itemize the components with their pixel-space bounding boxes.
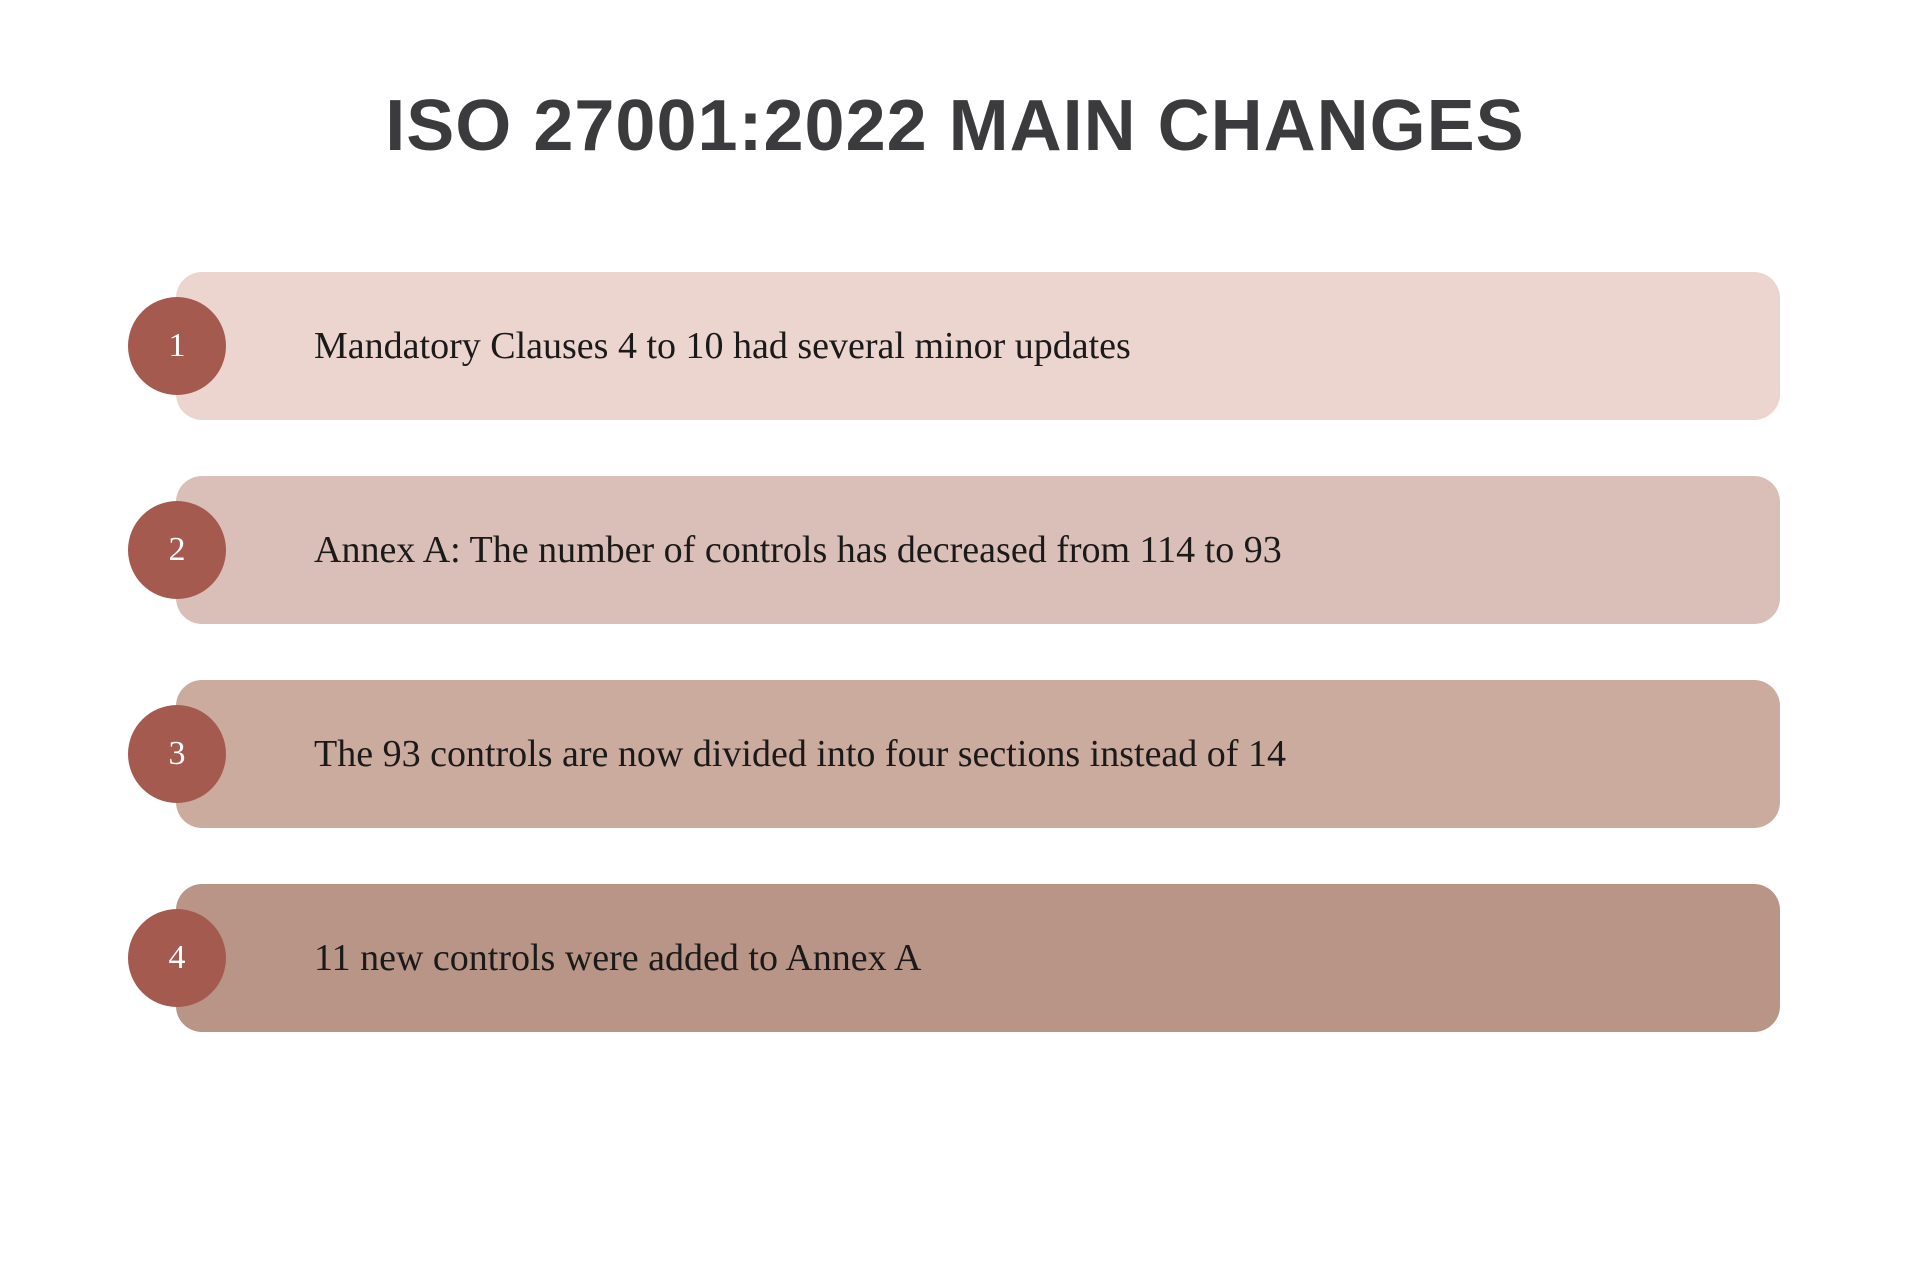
- item-label: The 93 controls are now divided into fou…: [314, 732, 1286, 776]
- item-bar: Annex A: The number of controls has decr…: [176, 476, 1780, 624]
- item-label: Mandatory Clauses 4 to 10 had several mi…: [314, 324, 1131, 368]
- item-number-badge: 2: [128, 501, 226, 599]
- item-bar: 11 new controls were added to Annex A: [176, 884, 1780, 1032]
- item-label: Annex A: The number of controls has decr…: [314, 528, 1282, 572]
- item-number-badge: 3: [128, 705, 226, 803]
- list-item: 3 The 93 controls are now divided into f…: [130, 680, 1780, 828]
- page-title: ISO 27001:2022 MAIN CHANGES: [385, 85, 1524, 167]
- item-number-badge: 4: [128, 909, 226, 1007]
- item-number-badge: 1: [128, 297, 226, 395]
- item-label: 11 new controls were added to Annex A: [314, 936, 922, 980]
- item-bar: The 93 controls are now divided into fou…: [176, 680, 1780, 828]
- list-item: 1 Mandatory Clauses 4 to 10 had several …: [130, 272, 1780, 420]
- list-item: 2 Annex A: The number of controls has de…: [130, 476, 1780, 624]
- list-item: 4 11 new controls were added to Annex A: [130, 884, 1780, 1032]
- item-bar: Mandatory Clauses 4 to 10 had several mi…: [176, 272, 1780, 420]
- items-list: 1 Mandatory Clauses 4 to 10 had several …: [130, 272, 1780, 1032]
